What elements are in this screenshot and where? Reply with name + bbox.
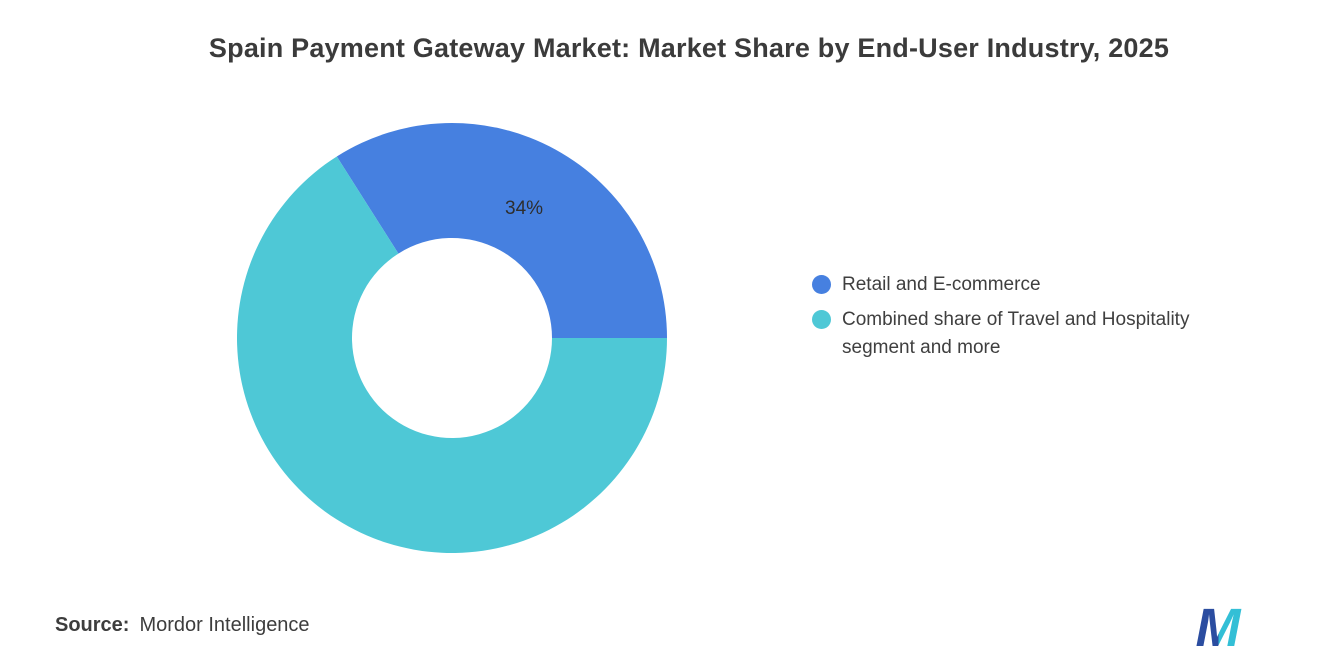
chart-title: Spain Payment Gateway Market: Market Sha… <box>208 33 1170 63</box>
legend-swatch-icon <box>812 275 831 294</box>
donut-slice-1 <box>237 156 667 553</box>
legend-swatch-icon <box>812 310 831 329</box>
slice-data-label: 34% <box>505 198 543 219</box>
logo-letter: M <box>1196 598 1242 653</box>
mordor-intelligence-logo: M <box>1196 598 1242 653</box>
legend-item-label: Combined share of Travel and Hospitality… <box>842 309 1190 358</box>
chart-legend: Retail and E-commerce Combined share of … <box>812 271 1272 369</box>
source-label: Source: <box>55 614 130 636</box>
legend-item-label: Retail and E-commerce <box>842 274 1041 295</box>
source-attribution: Source: Mordor Intelligence <box>55 614 310 637</box>
source-value: Mordor Intelligence <box>139 614 310 636</box>
donut-slice-0 <box>336 122 667 339</box>
legend-item: Combined share of Travel and Hospitality… <box>812 306 1272 362</box>
legend-item: Retail and E-commerce <box>812 271 1272 299</box>
